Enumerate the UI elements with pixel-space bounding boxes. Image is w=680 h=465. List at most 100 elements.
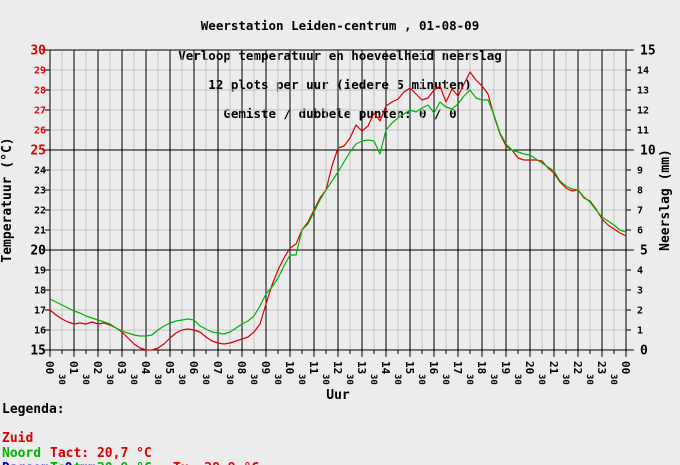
temperature-tick-label: 21 [34, 226, 46, 237]
precipitation-tick-label: 7 [637, 206, 643, 217]
hour-tick-label: 06 [187, 361, 200, 375]
precipitation-tick-label: 3 [637, 286, 643, 297]
legend-row-precipitation-sums: Dagsom: 0 mm Maandsom: 0 mm Jaarsom: 361… [0, 446, 680, 465]
half-hour-tick-label: 30 [584, 374, 594, 385]
precipitation-tick-label: 14 [637, 66, 649, 77]
hour-tick-label: 16 [427, 361, 440, 375]
precipitation-tick-label: 13 [637, 86, 649, 97]
half-hour-tick-label: 30 [128, 374, 138, 385]
hour-tick-label: 18 [475, 361, 488, 374]
dagsom-value: Dagsom: 0 mm [2, 461, 96, 465]
hour-tick-label: 13 [355, 361, 368, 374]
temperature-tick-label: 19 [34, 266, 46, 277]
x-axis-title: Uur [326, 388, 350, 403]
temperature-tick-label: 15 [30, 344, 46, 359]
y-right-axis-title: Neerslag (mm) [658, 149, 673, 251]
half-hour-tick-label: 30 [560, 374, 570, 385]
half-hour-tick-label: 30 [176, 374, 186, 385]
hour-tick-label: 23 [595, 361, 608, 374]
temperature-tick-label: 27 [34, 106, 46, 117]
precipitation-tick-label: 4 [637, 266, 643, 277]
precipitation-tick-label: 6 [637, 226, 643, 237]
precipitation-tick-label: 0 [640, 344, 648, 359]
half-hour-tick-label: 30 [608, 374, 618, 385]
hour-tick-label: 14 [379, 361, 392, 375]
hour-tick-label: 00 [43, 361, 56, 374]
half-hour-tick-label: 30 [512, 374, 522, 385]
temperature-tick-label: 29 [34, 66, 46, 77]
legend-heading: Legenda: [2, 402, 65, 417]
half-hour-tick-label: 30 [248, 374, 258, 385]
temperature-tick-label: 30 [30, 44, 46, 59]
hour-tick-label: 20 [523, 361, 536, 374]
hour-tick-label: 17 [451, 361, 464, 374]
hour-tick-label: 09 [259, 361, 272, 374]
half-hour-tick-label: 30 [320, 374, 330, 385]
precipitation-tick-label: 8 [637, 186, 643, 197]
temperature-tick-label: 18 [34, 286, 46, 297]
zuid-tx-value: Tx: 28,9 °C [173, 461, 259, 465]
hour-tick-label: 10 [283, 361, 296, 374]
hour-tick-label: 01 [67, 361, 80, 375]
hour-tick-label: 02 [91, 361, 104, 374]
hour-tick-label: 15 [403, 361, 416, 374]
zuid-temperature-line [49, 71, 627, 351]
legend-row-noord: Noord Tact: 20,9 °C Tx: 28,0 °C Tn: 15,7… [0, 431, 680, 465]
half-hour-tick-label: 30 [56, 374, 66, 385]
half-hour-tick-label: 30 [368, 374, 378, 385]
hour-tick-label: 00 [619, 361, 632, 374]
half-hour-tick-label: 30 [224, 374, 234, 385]
half-hour-tick-label: 30 [296, 374, 306, 385]
noord-tact-value: Tact: 20,9 °C [50, 461, 152, 465]
temperature-tick-label: 26 [34, 126, 46, 137]
title-line-station-date: Weerstation Leiden-centrum , 01-08-09 [200, 18, 480, 34]
half-hour-tick-label: 30 [104, 374, 114, 385]
precipitation-tick-label: 1 [637, 326, 643, 337]
temperature-tick-label: 22 [34, 206, 46, 217]
temperature-tick-label: 24 [34, 166, 46, 177]
precipitation-tick-label: 15 [640, 44, 656, 59]
series-name-noord: Noord [2, 446, 42, 461]
half-hour-tick-label: 30 [272, 374, 282, 385]
half-hour-tick-label: 30 [440, 374, 450, 385]
precipitation-tick-label: 12 [637, 106, 649, 117]
half-hour-tick-label: 30 [392, 374, 402, 385]
half-hour-tick-label: 30 [200, 374, 210, 385]
temperature-tick-label: 23 [34, 186, 46, 197]
hour-tick-label: 11 [307, 361, 320, 375]
precipitation-tick-label: 9 [637, 166, 643, 177]
half-hour-tick-label: 30 [536, 374, 546, 385]
hour-tick-label: 22 [571, 361, 584, 374]
hour-tick-label: 08 [235, 361, 248, 374]
precipitation-tick-label: 11 [637, 126, 649, 137]
hour-tick-label: 19 [499, 361, 512, 374]
temperature-tick-label: 17 [34, 306, 46, 317]
temperature-tick-label: 25 [30, 144, 46, 159]
hour-tick-label: 21 [547, 361, 560, 375]
hour-tick-label: 03 [115, 361, 128, 374]
hour-tick-label: 05 [163, 361, 176, 374]
plot-border [49, 49, 627, 351]
hour-tick-label: 04 [139, 361, 152, 375]
zuid-tact-value: Tact: 20,7 °C [50, 446, 152, 461]
series-name-zuid: Zuid [2, 431, 34, 446]
title-line-plot-resolution: 12 plots per uur (iedere 5 minuten) [208, 76, 472, 92]
temperature-tick-label: 16 [34, 326, 46, 337]
noord-temperature-line [49, 89, 627, 337]
precipitation-tick-label: 5 [640, 244, 648, 259]
legend-row-zuid: Zuid Tact: 20,7 °C Tx: 28,9 °C Tn: 15,0 … [0, 416, 680, 465]
precipitation-tick-label: 2 [637, 306, 643, 317]
y-left-axis-title: Temperatuur (°C) [0, 137, 15, 262]
temperature-tick-label: 28 [34, 86, 46, 97]
hour-tick-label: 12 [331, 361, 344, 374]
half-hour-tick-label: 30 [416, 374, 426, 385]
half-hour-tick-label: 30 [152, 374, 162, 385]
half-hour-tick-label: 30 [344, 374, 354, 385]
temperature-tick-label: 20 [30, 244, 46, 259]
precipitation-tick-label: 10 [640, 144, 656, 159]
hour-tick-label: 07 [211, 361, 224, 374]
temperature-precipitation-plot: 1516171819202122232425262728293001234567… [0, 44, 673, 404]
half-hour-tick-label: 30 [488, 374, 498, 385]
